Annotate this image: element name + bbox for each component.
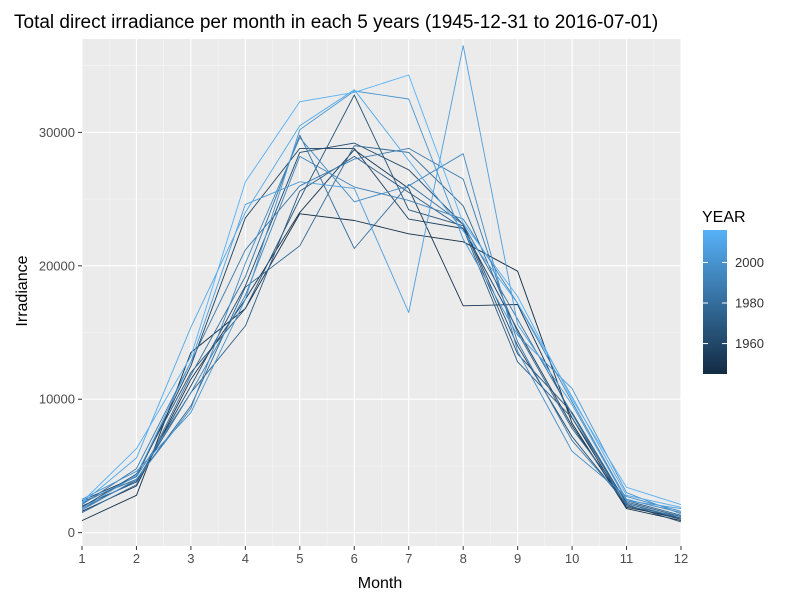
x-tick-label: 4 <box>242 551 249 566</box>
x-tick-label: 5 <box>296 551 303 566</box>
y-tick-label: 10000 <box>39 392 75 407</box>
chart-title: Total direct irradiance per month in eac… <box>14 12 658 33</box>
series-line-1966 <box>81 94 682 520</box>
series-line-1956 <box>81 147 682 520</box>
legend-tick-label: 2000 <box>735 255 764 270</box>
x-tick-label: 12 <box>674 551 688 566</box>
y-tick-label: 0 <box>68 525 75 540</box>
legend-tick-label: 1960 <box>735 336 764 351</box>
series-line-1996 <box>81 137 682 512</box>
series-line-2006 <box>81 45 682 510</box>
x-tick-label: 8 <box>460 551 467 566</box>
colorbar <box>703 230 727 374</box>
x-tick-label: 10 <box>565 551 579 566</box>
y-tick-label: 30000 <box>39 125 75 140</box>
minor-gridlines <box>82 39 681 546</box>
x-tick-label: 6 <box>351 551 358 566</box>
major-gridlines <box>81 39 682 546</box>
series-line-1976 <box>81 145 682 516</box>
x-tick-label: 9 <box>514 551 521 566</box>
series-line-1951 <box>81 149 682 519</box>
series-lines <box>81 45 682 523</box>
x-tick-label: 3 <box>187 551 194 566</box>
y-axis-title: Irradiance <box>14 255 31 326</box>
x-axis-title: Month <box>358 575 402 592</box>
x-tick-label: 2 <box>133 551 140 566</box>
x-axis-ticks: 1 2 3 4 5 6 7 8 9 10 11 12 <box>78 546 688 566</box>
x-tick-label: 11 <box>620 551 634 566</box>
color-legend: YEAR 1960 1980 2000 <box>702 209 764 374</box>
legend-title: YEAR <box>702 209 746 226</box>
y-axis-ticks: 0 10000 20000 30000 <box>39 125 82 540</box>
series-line-1961 <box>81 142 682 523</box>
series-line-1986 <box>81 147 682 519</box>
series-line-2016 <box>81 74 682 506</box>
series-line-1981 <box>81 134 682 518</box>
series-line-1946 <box>81 213 682 522</box>
y-tick-label: 20000 <box>39 258 75 273</box>
legend-tick-label: 1980 <box>735 296 764 311</box>
series-line-2001 <box>81 90 682 515</box>
x-tick-label: 1 <box>78 551 85 566</box>
x-tick-label: 7 <box>405 551 412 566</box>
